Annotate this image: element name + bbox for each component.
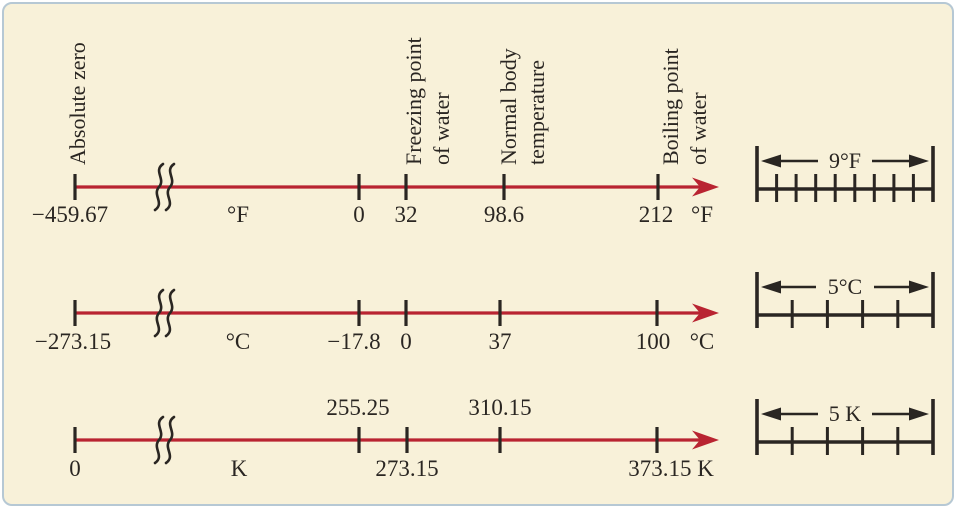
celsius-ticks <box>73 300 659 326</box>
celsius-axis <box>73 288 719 338</box>
fahrenheit-absolute-zero-value: −459.67 <box>31 202 109 227</box>
label-normal-body-temperature: Normal body temperature <box>496 48 549 165</box>
arrow-right-icon <box>909 154 929 168</box>
ruler-span-arrows <box>761 280 929 294</box>
ruler-minor-ticks <box>790 300 900 328</box>
arrow-left-icon <box>761 407 781 421</box>
fahrenheit-arrowhead-icon <box>692 177 719 197</box>
celsius-tick-value-100: 100 <box>635 329 671 354</box>
label-freezing-point: Freezing point of water <box>401 37 454 165</box>
ruler-minor-ticks <box>775 174 915 202</box>
kelvin-axis <box>73 415 719 465</box>
ruler-minor-ticks <box>790 427 900 455</box>
label-boiling-point: Boiling point of water <box>658 48 711 165</box>
celsius-tick-value-neg-17-8: −17.8 <box>327 329 381 354</box>
arrow-right-icon <box>909 280 929 294</box>
label-absolute-zero: Absolute zero <box>65 42 90 165</box>
celsius-arrowhead-icon <box>692 303 719 323</box>
kelvin-tick-value-373-15: 373.15 K <box>628 456 714 481</box>
fahrenheit-tick-value-0: 0 <box>353 202 365 227</box>
celsius-interval-ruler <box>755 272 935 328</box>
fahrenheit-axis <box>73 162 719 212</box>
celsius-unit-symbol: °C <box>689 329 715 354</box>
kelvin-ticks <box>73 427 659 453</box>
fahrenheit-tick-value-98-6: 98.6 <box>483 202 525 227</box>
fahrenheit-tick-value-32: 32 <box>394 202 418 227</box>
ruler-span-arrows <box>761 407 929 421</box>
fahrenheit-scale-symbol: °F <box>227 202 249 227</box>
celsius-tick-value-37: 37 <box>488 329 512 354</box>
kelvin-axis-break-icon <box>153 415 176 465</box>
arrow-left-icon <box>761 280 781 294</box>
celsius-absolute-zero-value: −273.15 <box>34 329 112 354</box>
fahrenheit-unit-symbol: °F <box>691 202 713 227</box>
fahrenheit-interval-label: 9°F <box>828 148 862 173</box>
kelvin-interval-ruler <box>755 399 935 455</box>
fahrenheit-ticks <box>73 174 660 200</box>
celsius-scale-symbol: °C <box>225 329 251 354</box>
celsius-interval-label: 5°C <box>827 274 863 299</box>
celsius-tick-value-0: 0 <box>400 329 412 354</box>
fahrenheit-tick-value-212: 212 <box>638 202 674 227</box>
kelvin-tick-value-273-15: 273.15 <box>375 456 439 481</box>
kelvin-tick-value-310-15: 310.15 <box>468 395 532 420</box>
kelvin-zero-value: 0 <box>69 456 81 481</box>
ruler-span-arrows <box>761 154 929 168</box>
kelvin-tick-value-255-25: 255.25 <box>326 395 390 420</box>
fahrenheit-axis-break-icon <box>153 162 176 212</box>
kelvin-arrowhead-icon <box>692 430 719 450</box>
arrow-left-icon <box>761 154 781 168</box>
arrow-right-icon <box>909 407 929 421</box>
kelvin-scale-symbol: K <box>230 456 248 481</box>
celsius-axis-break-icon <box>153 288 176 338</box>
kelvin-interval-label: 5 K <box>828 401 862 426</box>
figure-artwork <box>73 146 935 465</box>
fahrenheit-interval-ruler <box>755 146 935 202</box>
